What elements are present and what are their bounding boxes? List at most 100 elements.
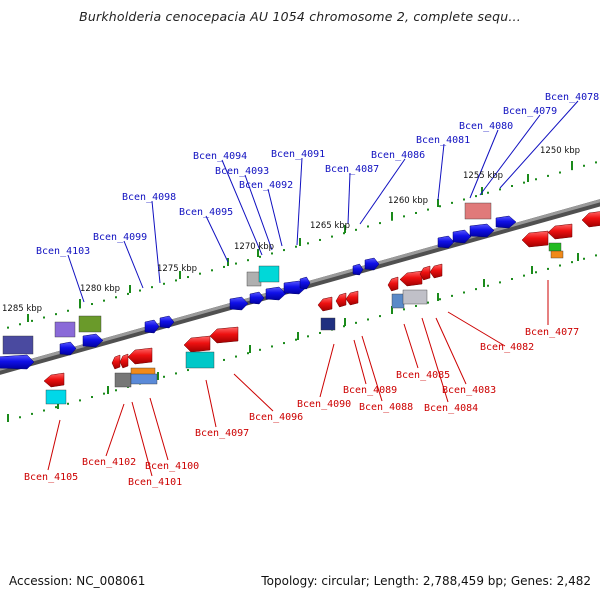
- forward-gene-arrow: [469, 223, 495, 238]
- scale-dot: [31, 412, 33, 415]
- gene-label: Bcen_4096: [249, 412, 303, 423]
- forward-gene-arrow: [229, 296, 249, 311]
- cog-box: [54, 321, 76, 338]
- scale-dot: [451, 294, 453, 297]
- cog-box: [78, 315, 102, 333]
- scale-dot: [31, 319, 33, 322]
- gene-label: Bcen_4095: [179, 207, 233, 218]
- cog-box: [114, 372, 132, 388]
- label-leader: [359, 158, 406, 225]
- forward-gene-arrow: [59, 341, 77, 356]
- gene-label: Bcen_4099: [93, 232, 147, 243]
- scale-dot: [259, 255, 261, 258]
- gene-label: Bcen_4091: [271, 149, 325, 160]
- scale-dot: [379, 222, 381, 225]
- label-leader: [479, 114, 541, 196]
- scale-dot: [415, 304, 417, 307]
- label-leader: [67, 254, 85, 303]
- scale-dot: [427, 301, 429, 304]
- reverse-gene-arrow: [581, 211, 600, 228]
- forward-gene-arrow: [452, 229, 472, 244]
- label-leader: [151, 200, 161, 284]
- scale-dot: [487, 191, 489, 194]
- gene-label: Bcen_4085: [396, 370, 450, 381]
- cog-box: [548, 242, 562, 252]
- scale-dot: [415, 211, 417, 214]
- cog-box: [464, 202, 492, 220]
- cog-box: [2, 335, 34, 355]
- scale-label: 1280 kbp: [80, 284, 120, 294]
- scale-dot: [271, 345, 273, 348]
- scale-label: 1270 kbp: [234, 242, 274, 252]
- scale-label: 1255 kbp: [463, 171, 503, 181]
- gene-label: Bcen_4088: [359, 402, 413, 413]
- label-leader: [499, 100, 579, 189]
- cog-box: [45, 389, 67, 405]
- gene-label: Bcen_4100: [145, 461, 199, 472]
- scale-dot: [595, 254, 597, 257]
- scale-dot: [583, 257, 585, 260]
- scale-dot: [379, 315, 381, 318]
- reverse-gene-arrow: [521, 230, 549, 248]
- scale-dot: [451, 201, 453, 204]
- forward-gene-arrow: [364, 257, 380, 271]
- scale-dot: [571, 261, 573, 264]
- scale-dot: [427, 208, 429, 211]
- scale-dot: [199, 272, 201, 275]
- scale-dot: [151, 286, 153, 289]
- cog-box: [185, 351, 215, 369]
- scale-dot: [535, 178, 537, 181]
- label-leader: [361, 335, 383, 402]
- forward-gene-arrow: [437, 235, 455, 249]
- scale-dot: [7, 326, 9, 329]
- gene-label: Bcen_4080: [459, 121, 513, 132]
- scale-dot: [43, 409, 45, 412]
- reverse-gene-arrow: [547, 223, 573, 240]
- scale-dot: [175, 372, 177, 375]
- scale-dot: [139, 289, 141, 292]
- scale-dot: [319, 331, 321, 334]
- reverse-gene-arrow: [345, 290, 359, 306]
- scale-dot: [403, 215, 405, 218]
- gene-label: Bcen_4098: [122, 192, 176, 203]
- scale-dot: [235, 262, 237, 265]
- scale-dot: [67, 309, 69, 312]
- label-leader: [296, 157, 303, 246]
- scale-label: 1250 kbp: [540, 146, 580, 156]
- scale-dot: [583, 164, 585, 167]
- scale-dot: [355, 228, 357, 231]
- label-leader: [123, 240, 144, 289]
- scale-dot: [175, 279, 177, 282]
- forward-gene-arrow: [299, 276, 311, 290]
- gene-label: Bcen_4092: [239, 180, 293, 191]
- forward-gene-arrow: [352, 263, 364, 276]
- scale-dot: [103, 299, 105, 302]
- scale-dot: [307, 335, 309, 338]
- label-leader: [447, 311, 506, 347]
- label-leader: [244, 174, 273, 251]
- scale-dot: [367, 318, 369, 321]
- scale-dot: [271, 252, 273, 255]
- gene-label: Bcen_4081: [416, 135, 470, 146]
- cog-box: [391, 293, 405, 309]
- scale-dot: [91, 303, 93, 306]
- reverse-gene-arrow: [127, 347, 153, 365]
- label-leader: [437, 143, 445, 201]
- scale-label: 1265 kbp: [310, 221, 350, 231]
- scale-dot: [295, 245, 297, 248]
- reverse-gene-arrow: [111, 354, 121, 370]
- scale-label: 1285 kbp: [2, 304, 42, 314]
- gene-label: Bcen_4087: [325, 164, 379, 175]
- scale-dot: [19, 323, 21, 326]
- forward-gene-arrow: [495, 215, 517, 229]
- scale-dot: [499, 188, 501, 191]
- scale-dot: [55, 313, 57, 316]
- gene-label: Bcen_4082: [480, 342, 534, 353]
- scale-dot: [523, 274, 525, 277]
- reverse-gene-arrow: [399, 270, 423, 287]
- scale-dot: [439, 205, 441, 208]
- label-leader: [149, 397, 169, 461]
- scale-dot: [535, 271, 537, 274]
- scale-dot: [343, 232, 345, 235]
